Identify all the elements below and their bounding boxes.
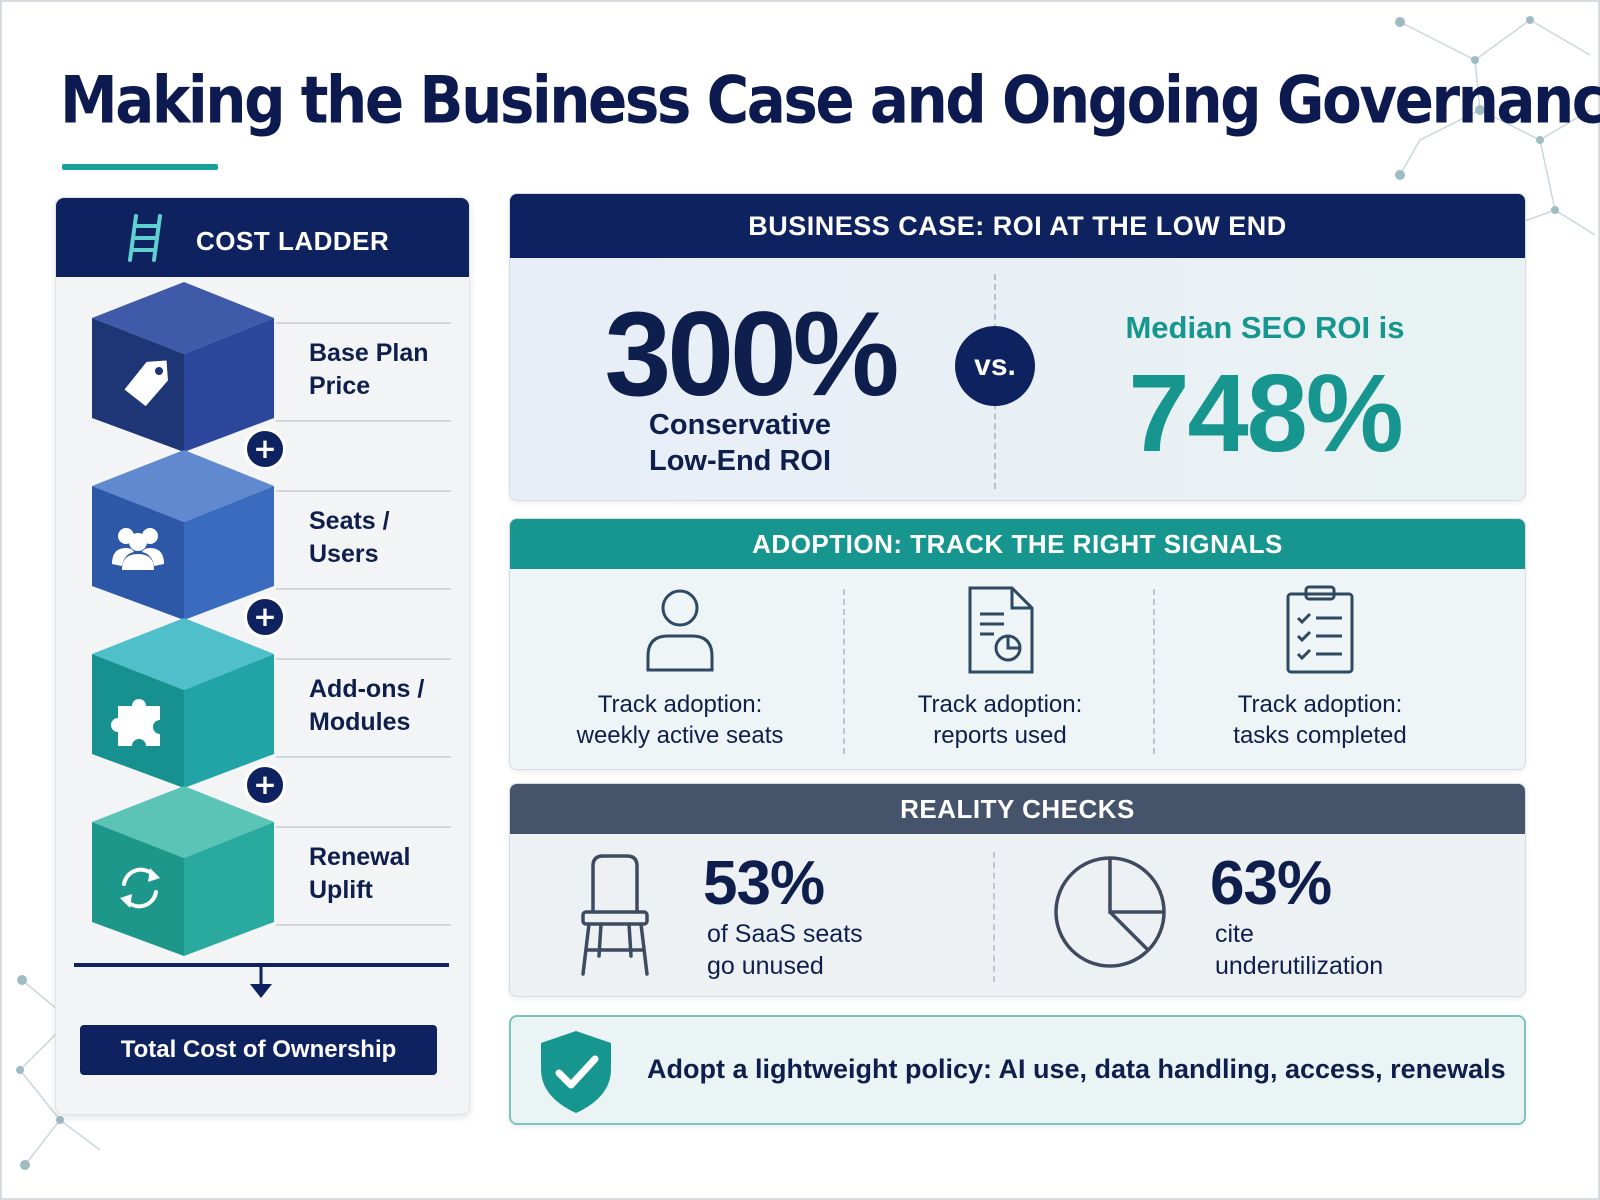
- adoption-line1: Track adoption:: [1237, 691, 1403, 718]
- cost-step-label: Add-ons / Modules: [309, 675, 425, 736]
- vs-badge: vs.: [955, 326, 1035, 406]
- title-underline: [62, 164, 218, 170]
- reality-checks-card: REALITY CHECKS 53% of SaaS seats go unus…: [509, 783, 1526, 997]
- puzzle-piece-icon: [111, 699, 160, 746]
- adoption-item-tasks: Track adoption: tasks completed: [1160, 569, 1480, 769]
- renew-cycle-icon: [120, 867, 160, 909]
- cost-ladder-title: COST LADDER: [196, 226, 390, 256]
- adoption-header: ADOPTION: TRACK THE RIGHT SIGNALS: [510, 519, 1525, 569]
- total-cost-box: Total Cost of Ownership: [80, 1025, 437, 1075]
- adoption-item-text: Track adoption: reports used: [840, 689, 1160, 751]
- page-title: Making the Business Case and Ongoing Gov…: [60, 62, 1600, 139]
- pie-chart-icon: [1054, 856, 1166, 968]
- adoption-item-reports: Track adoption: reports used: [840, 569, 1160, 769]
- adoption-card: ADOPTION: TRACK THE RIGHT SIGNALS Track …: [509, 518, 1526, 770]
- cost-ladder-header: COST LADDER: [56, 198, 469, 277]
- adoption-item-text: Track adoption: weekly active seats: [520, 689, 840, 751]
- adoption-line1: Track adoption:: [597, 691, 763, 718]
- low-roi-label: Conservative Low-End ROI: [590, 407, 890, 479]
- chair-icon: [581, 854, 649, 976]
- business-case-card: BUSINESS CASE: ROI AT THE LOW END 300% C…: [509, 193, 1526, 501]
- reality-stat-value: 53%: [703, 849, 825, 918]
- cube-renewal: [92, 786, 274, 956]
- reality-checks-header: REALITY CHECKS: [510, 784, 1525, 834]
- reality-stat-line1: cite: [1215, 920, 1254, 948]
- low-roi-label-line1: Conservative: [648, 409, 832, 441]
- cost-step-renewal: Renewal Uplift: [56, 786, 471, 956]
- down-arrow-icon: [250, 966, 272, 998]
- median-roi-value: 748%: [1128, 352, 1403, 475]
- adoption-item-text: Track adoption: tasks completed: [1160, 689, 1480, 751]
- low-roi-value: 300%: [604, 287, 900, 421]
- plus-icon: +: [244, 596, 286, 638]
- adoption-line2: weekly active seats: [576, 722, 784, 749]
- checklist-clipboard-icon: [1286, 585, 1354, 674]
- adoption-divider: [843, 589, 845, 754]
- price-tag-icon: [124, 360, 168, 407]
- reality-stat-line1: of SaaS seats: [707, 920, 863, 948]
- policy-text: Adopt a lightweight policy: AI use, data…: [647, 1054, 1506, 1084]
- ladder-icon: [128, 214, 162, 262]
- report-document-icon: [968, 586, 1034, 674]
- reality-stat-line2: underutilization: [1215, 952, 1384, 980]
- total-divider: [74, 963, 449, 967]
- cube-seats: [92, 450, 274, 620]
- adoption-item-seats: Track adoption: weekly active seats: [520, 569, 840, 769]
- reality-stat-line2: go unused: [707, 952, 824, 980]
- reality-divider: [993, 852, 995, 982]
- business-case-header: BUSINESS CASE: ROI AT THE LOW END: [510, 194, 1525, 258]
- low-roi-label-line2: Low-End ROI: [648, 445, 832, 477]
- reality-stat-value: 63%: [1210, 849, 1332, 918]
- cost-step-label: Base Plan Price: [309, 339, 429, 400]
- reality-stat-text: of SaaS seats go unused: [707, 918, 863, 982]
- plus-icon: +: [244, 764, 286, 806]
- adoption-divider: [1153, 589, 1155, 754]
- cost-step-label: Seats / Users: [309, 507, 390, 568]
- median-roi-label: Median SEO ROI is: [1125, 310, 1405, 345]
- cost-step-addons: Add-ons / Modules: [56, 618, 471, 788]
- cost-ladder-panel: COST LADDER Base Plan Price +: [55, 197, 470, 1115]
- adoption-line2: tasks completed: [1233, 722, 1407, 749]
- shield-check-icon: [541, 1031, 611, 1113]
- cost-step-seats: Seats / Users: [56, 450, 471, 620]
- cost-step-base-plan: Base Plan Price: [56, 282, 471, 452]
- users-icon: [112, 528, 164, 570]
- user-icon: [646, 589, 714, 672]
- cost-step-label: Renewal Uplift: [309, 843, 411, 904]
- plus-icon: +: [244, 428, 286, 470]
- reality-stat-text: cite underutilization: [1215, 918, 1383, 982]
- adoption-line2: reports used: [933, 722, 1067, 749]
- adoption-line1: Track adoption:: [917, 691, 1083, 718]
- policy-card: Adopt a lightweight policy: AI use, data…: [509, 1015, 1526, 1125]
